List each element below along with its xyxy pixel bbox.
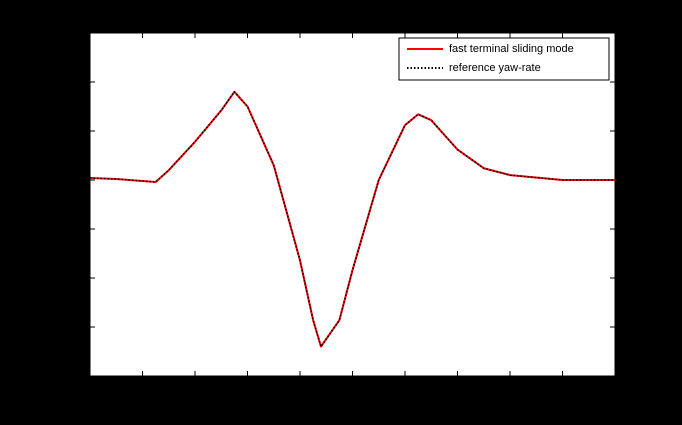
y-tick-label: 0.1 <box>69 76 84 88</box>
x-tick-label: 8 <box>507 382 513 394</box>
series-line <box>89 90 615 348</box>
y-tick-label: -0.05 <box>59 223 84 235</box>
y-tick-label: -0.1 <box>65 272 84 284</box>
y-tick-label: 0 <box>78 174 84 186</box>
y-tick-label: -0.15 <box>59 321 84 333</box>
x-tick-label: 1 <box>139 382 145 394</box>
y-tick-label: 0.05 <box>63 125 84 137</box>
x-tick-label: 2 <box>192 382 198 394</box>
x-tick-label: 5 <box>349 382 355 394</box>
x-tick-label: 3 <box>244 382 250 394</box>
legend-label: reference yaw-rate <box>449 62 541 74</box>
y-axis-label: yaw-rate (rad/s) <box>34 166 46 243</box>
x-tick-label: 4 <box>297 382 303 394</box>
x-tick-label: 9 <box>559 382 565 394</box>
x-tick-label: 10 <box>609 382 621 394</box>
x-tick-label: 0 <box>87 382 93 394</box>
x-tick-label: 7 <box>454 382 460 394</box>
y-tick-label: 0.15 <box>63 27 84 39</box>
x-axis-label: time (s) <box>334 400 371 412</box>
legend-box <box>398 37 610 81</box>
x-tick-label: 6 <box>402 382 408 394</box>
y-tick-label: -0.2 <box>65 370 84 382</box>
legend-label: fast terminal sliding mode <box>449 43 574 55</box>
plot-area <box>89 32 616 377</box>
